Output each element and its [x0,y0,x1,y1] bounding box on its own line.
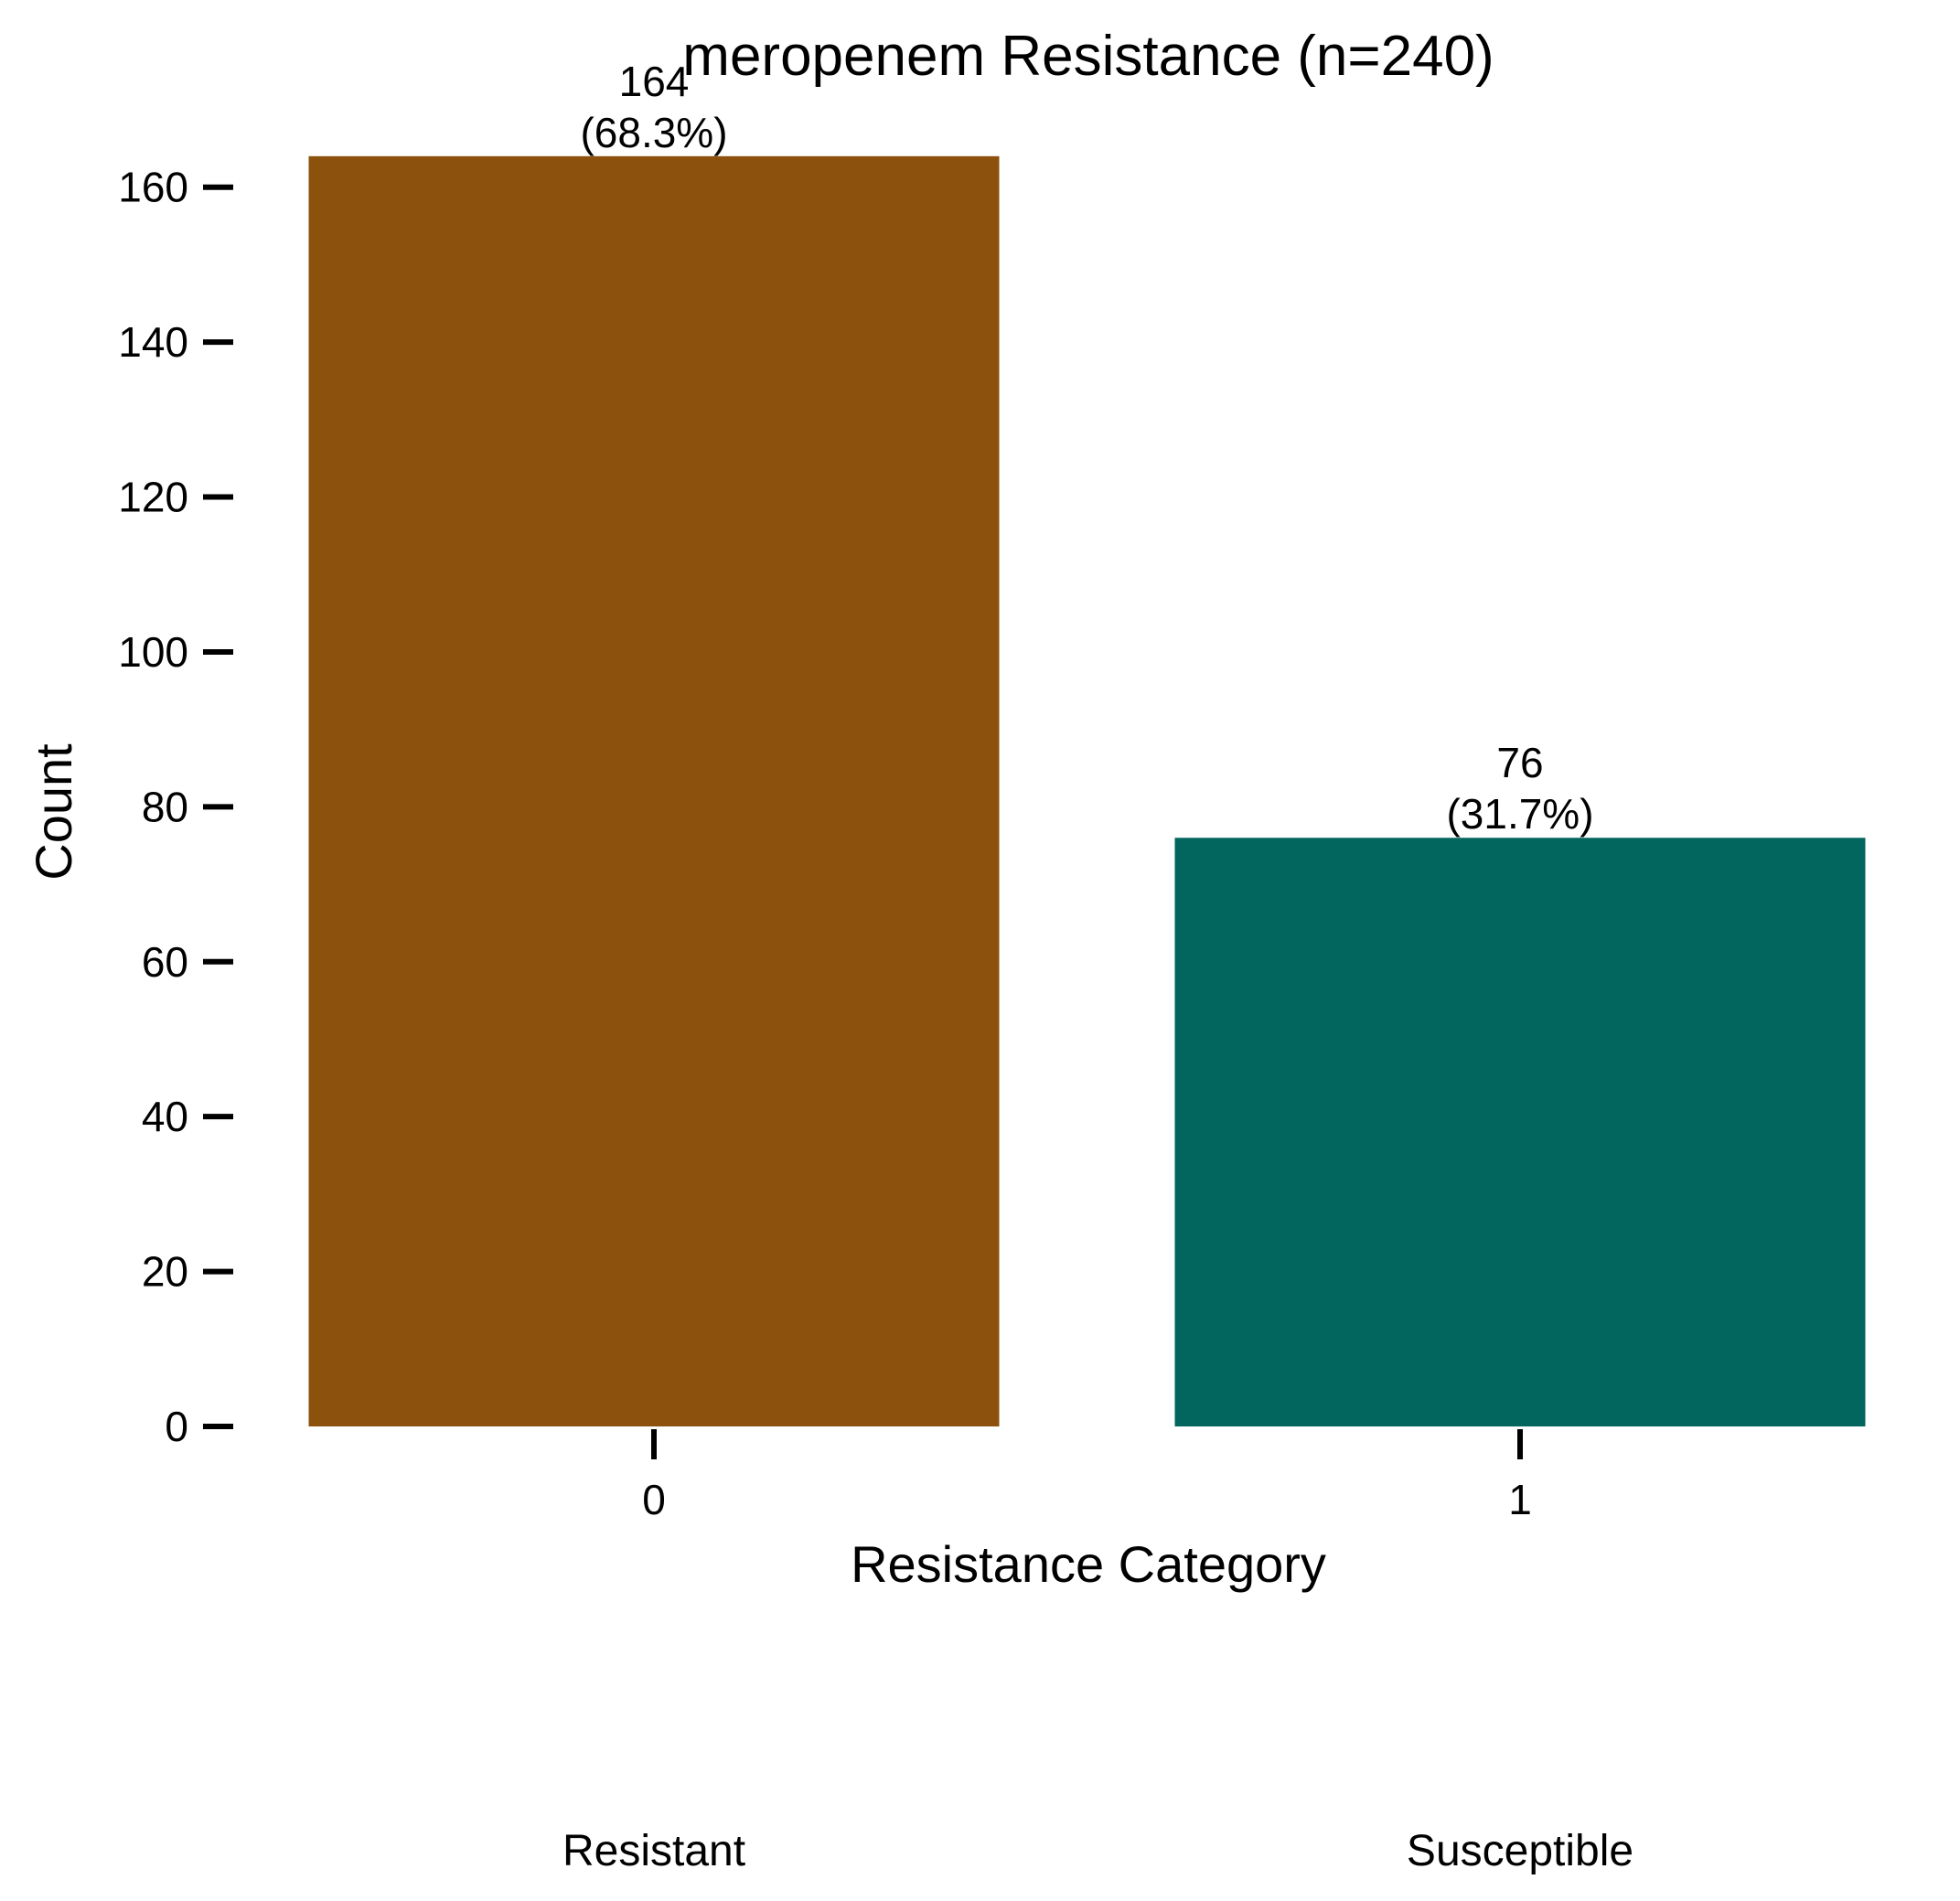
bars-group [308,155,1866,1427]
y-axis: 0 20 40 60 80 100 120 140 160 [118,164,233,1450]
bar-1 [1174,838,1866,1426]
bar-count: 76 [1496,739,1543,786]
bar-percent: (31.7%) [1446,790,1593,838]
y-tick-label: 0 [165,1403,188,1450]
bar-percent: (68.3%) [580,109,727,156]
y-tick-label: 140 [118,318,188,366]
bar-count: 164 [619,58,690,105]
x-axis-title: Resistance Category [851,1535,1326,1593]
category-names-group: Resistant Susceptible [562,1827,1633,1875]
y-tick-label: 40 [142,1093,188,1140]
bar-0 [308,155,1000,1427]
chart-title: meropenem Resistance (n=240) [682,25,1494,88]
y-tick-label: 60 [142,938,188,986]
y-tick-label: 120 [118,474,188,521]
category-name-label: Susceptible [1407,1827,1633,1875]
bar-value-label: 76 (31.7%) [1446,739,1593,838]
x-tick-label: 1 [1508,1476,1532,1523]
y-axis-title: Count [25,743,82,881]
data-labels-group: 164 (68.3%) 76 (31.7%) [580,58,1593,838]
y-tick-label: 20 [142,1248,188,1296]
bar-value-label: 164 (68.3%) [580,58,727,156]
y-tick-label: 100 [118,628,188,676]
y-tick-label: 80 [142,783,188,830]
category-name-label: Resistant [562,1827,745,1875]
y-tick-label: 160 [118,164,188,211]
x-tick-label: 0 [642,1476,666,1523]
